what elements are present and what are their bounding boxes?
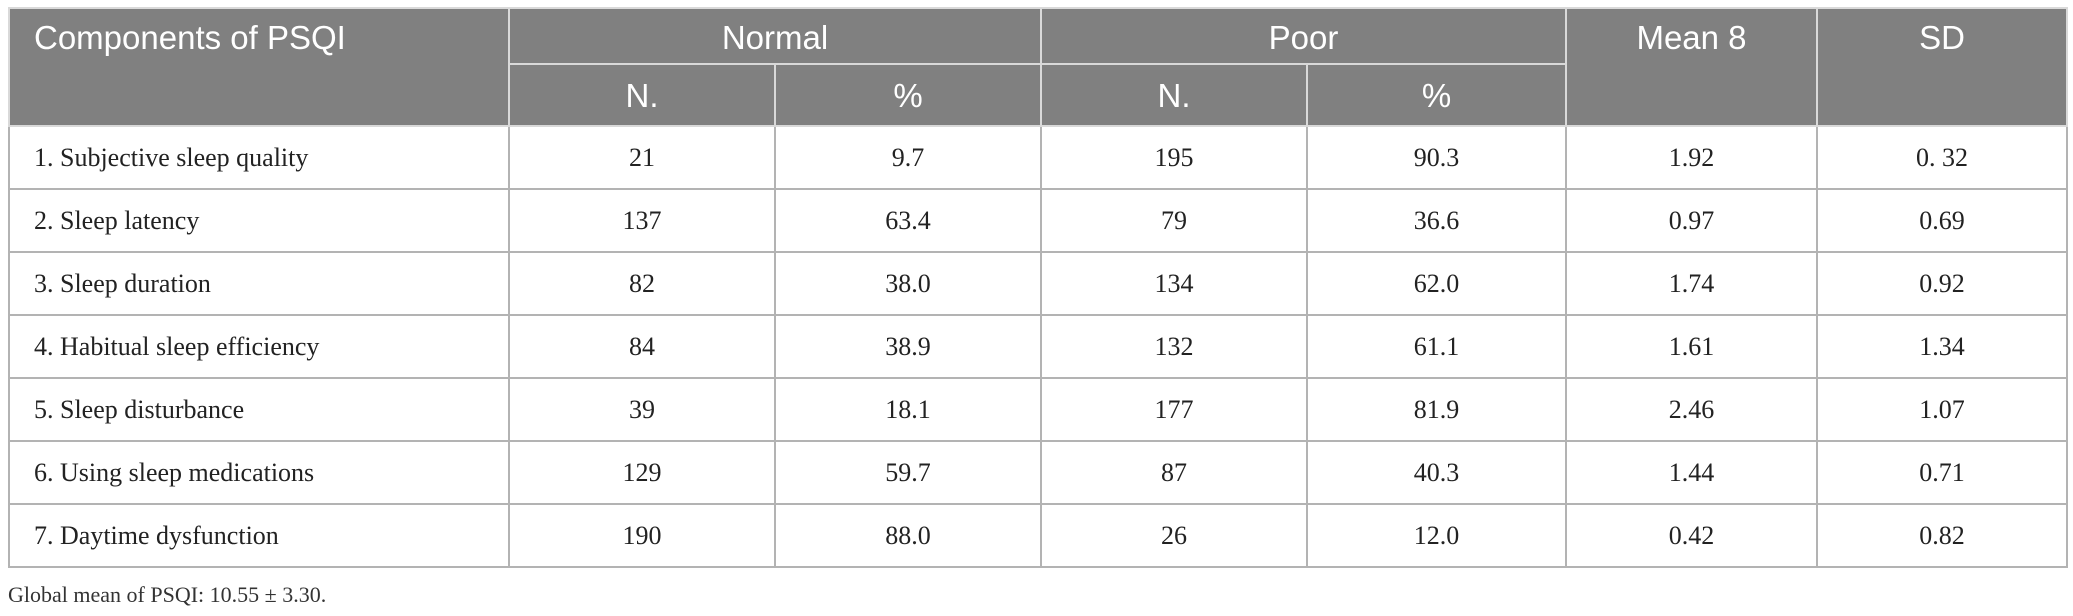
cell-normal-n: 39 [508, 377, 776, 442]
table-row: 3. Sleep duration 82 38.0 134 62.0 1.74 … [8, 251, 2069, 316]
cell-normal-pct: 38.0 [773, 251, 1043, 316]
cell-poor-pct: 62.0 [1306, 251, 1568, 316]
header-poor-pct: % [1306, 63, 1568, 127]
cell-normal-n: 190 [508, 503, 776, 568]
cell-normal-pct: 59.7 [773, 440, 1043, 505]
cell-mean: 2.46 [1565, 377, 1819, 442]
cell-sd: 0.82 [1816, 503, 2069, 568]
cell-poor-n: 79 [1040, 188, 1309, 253]
cell-sd: 0. 32 [1816, 125, 2069, 190]
cell-poor-n: 132 [1040, 314, 1309, 379]
header-poor: Poor [1040, 7, 1568, 65]
cell-poor-pct: 61.1 [1306, 314, 1568, 379]
cell-normal-n: 21 [508, 125, 776, 190]
cell-mean: 1.74 [1565, 251, 1819, 316]
cell-poor-n: 195 [1040, 125, 1309, 190]
cell-normal-pct: 18.1 [773, 377, 1043, 442]
cell-normal-n: 84 [508, 314, 776, 379]
cell-poor-n: 177 [1040, 377, 1309, 442]
cell-poor-pct: 12.0 [1306, 503, 1568, 568]
cell-mean: 1.44 [1565, 440, 1819, 505]
table-row: 4. Habitual sleep efficiency 84 38.9 132… [8, 314, 2069, 379]
cell-poor-pct: 40.3 [1306, 440, 1568, 505]
cell-poor-n: 87 [1040, 440, 1309, 505]
cell-component: 6. Using sleep medications [8, 440, 510, 505]
cell-mean: 1.92 [1565, 125, 1819, 190]
header-poor-n: N. [1040, 63, 1309, 127]
table-header: Components of PSQI Normal Poor Mean 8 SD… [8, 7, 2069, 127]
cell-poor-n: 134 [1040, 251, 1309, 316]
cell-normal-n: 137 [508, 188, 776, 253]
table-row: 2. Sleep latency 137 63.4 79 36.6 0.97 0… [8, 188, 2069, 253]
cell-normal-pct: 38.9 [773, 314, 1043, 379]
cell-component: 2. Sleep latency [8, 188, 510, 253]
cell-sd: 0.71 [1816, 440, 2069, 505]
header-normal-pct: % [773, 63, 1043, 127]
header-components: Components of PSQI [8, 7, 510, 127]
table-row: 7. Daytime dysfunction 190 88.0 26 12.0 … [8, 503, 2069, 568]
cell-normal-pct: 88.0 [773, 503, 1043, 568]
cell-component: 1. Subjective sleep quality [8, 125, 510, 190]
cell-normal-pct: 63.4 [773, 188, 1043, 253]
cell-poor-pct: 36.6 [1306, 188, 1568, 253]
cell-normal-n: 129 [508, 440, 776, 505]
cell-poor-pct: 90.3 [1306, 125, 1568, 190]
header-normal-n: N. [508, 63, 776, 127]
cell-component: 5. Sleep disturbance [8, 377, 510, 442]
header-row-top: Components of PSQI Normal Poor Mean 8 SD [8, 7, 2069, 127]
cell-mean: 0.97 [1565, 188, 1819, 253]
header-normal: Normal [507, 7, 1043, 65]
cell-component: 7. Daytime dysfunction [8, 503, 510, 568]
table-row: 6. Using sleep medications 129 59.7 87 4… [8, 440, 2069, 505]
cell-mean: 1.61 [1565, 314, 1819, 379]
cell-sd: 1.07 [1816, 377, 2069, 442]
cell-poor-n: 26 [1040, 503, 1309, 568]
table-row: 1. Subjective sleep quality 21 9.7 195 9… [8, 125, 2069, 190]
cell-component: 3. Sleep duration [8, 251, 510, 316]
cell-sd: 0.69 [1816, 188, 2069, 253]
cell-sd: 1.34 [1816, 314, 2069, 379]
table-footnote: Global mean of PSQI: 10.55 ± 3.30. [8, 582, 327, 607]
table-row: 5. Sleep disturbance 39 18.1 177 81.9 2.… [8, 377, 2069, 442]
cell-poor-pct: 81.9 [1306, 377, 1568, 442]
cell-normal-n: 82 [508, 251, 776, 316]
cell-normal-pct: 9.7 [773, 125, 1043, 190]
cell-sd: 0.92 [1816, 251, 2069, 316]
header-sd: SD [1816, 7, 2069, 127]
cell-component: 4. Habitual sleep efficiency [8, 314, 510, 379]
table-body: 1. Subjective sleep quality 21 9.7 195 9… [8, 125, 2069, 568]
header-row-sub: N. % N. % [9, 63, 2067, 127]
psqi-table: Components of PSQI Normal Poor Mean 8 SD… [8, 7, 2069, 568]
cell-mean: 0.42 [1565, 503, 1819, 568]
header-mean: Mean 8 [1565, 7, 1819, 127]
